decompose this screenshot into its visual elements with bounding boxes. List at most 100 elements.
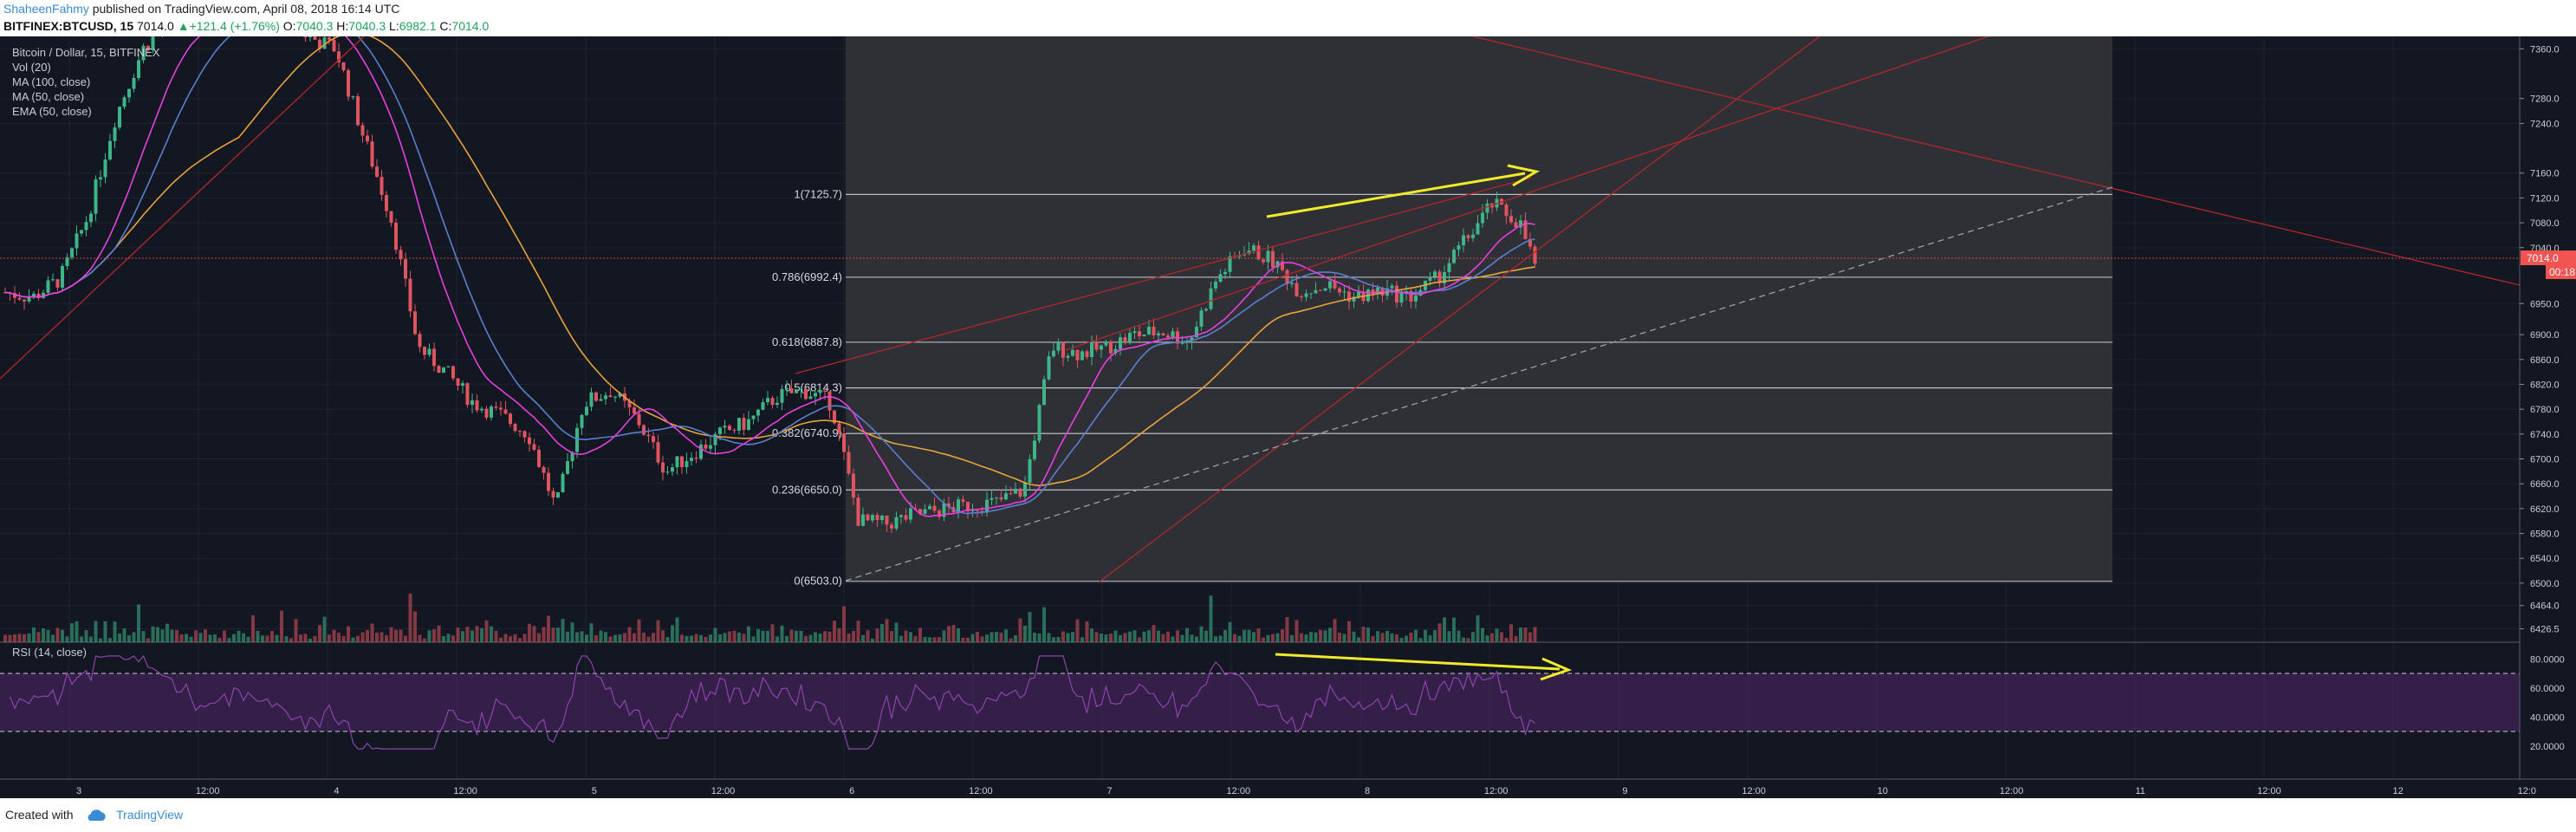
time-tick-label: 3: [76, 786, 81, 796]
volume-bar: [522, 634, 527, 642]
price-tick-label: 6540.0: [2530, 554, 2560, 564]
price-axis-bg: [2520, 36, 2576, 798]
volume-bar: [94, 621, 98, 642]
volume-bar: [270, 631, 274, 642]
legend-vol[interactable]: Vol (20): [12, 61, 51, 74]
candle-body: [1052, 350, 1055, 357]
volume-bar: [1395, 634, 1398, 642]
volume-bar: [561, 619, 565, 642]
drawings[interactable]: [0, 36, 2521, 681]
legend-ma100[interactable]: MA (100, close): [12, 75, 91, 88]
volume-bar: [1399, 638, 1404, 642]
candle-body: [1047, 356, 1051, 380]
candle-body: [1338, 288, 1341, 293]
volume-bar: [208, 634, 212, 642]
volume-bar: [713, 627, 717, 642]
author-link[interactable]: ShaheenFahmy: [3, 2, 89, 16]
volume-bar: [385, 635, 388, 642]
tradingview-link[interactable]: TradingView: [116, 808, 184, 822]
volume-bar: [480, 627, 483, 642]
trendline-lower-channel[interactable]: [1098, 36, 1820, 583]
volume-bar: [61, 629, 64, 642]
volume-bar: [1509, 624, 1513, 642]
candle-body: [685, 460, 689, 467]
candle-body: [1132, 331, 1137, 334]
volume-bar: [151, 626, 155, 642]
candle-body: [51, 279, 55, 281]
legend-ema50[interactable]: EMA (50, close): [12, 105, 92, 118]
candle-body: [1119, 337, 1122, 349]
candle-body: [713, 433, 717, 445]
candle-body: [899, 515, 903, 517]
candle-body: [904, 515, 908, 520]
candle-body: [842, 433, 846, 452]
candle-body: [723, 426, 727, 428]
candle-body: [1080, 351, 1084, 361]
volume-bar: [737, 632, 741, 642]
volume-bar: [1319, 629, 1322, 642]
price-tick-label: 6660.0: [2530, 479, 2560, 490]
legend-rsi[interactable]: RSI (14, close): [12, 646, 87, 659]
candle-body: [141, 45, 146, 61]
volume-bar: [1338, 633, 1341, 642]
volume-bar: [918, 627, 922, 642]
volume-bar: [242, 633, 245, 642]
candle-body: [613, 396, 617, 398]
candle-body: [1443, 272, 1446, 283]
trendline-descending[interactable]: [1472, 36, 2521, 286]
price-chart[interactable]: 1(7125.7) 0.786(6992.4) 0.618(6887.8) 0.5(6…: [0, 36, 2576, 798]
volume-bar: [1132, 630, 1137, 642]
legend-ma50[interactable]: MA (50, close): [12, 90, 85, 103]
candle-body: [1214, 282, 1217, 289]
candle-body: [1447, 263, 1451, 273]
time-axis[interactable]: 3 12:00 4 12:00 5 12:00 6 12:00 7 12:00 8 12:00 9 12:…: [0, 778, 2576, 798]
volume-bar: [1457, 630, 1461, 642]
volume-bar: [766, 630, 769, 642]
volume-bar: [156, 627, 159, 642]
candle-body: [608, 395, 613, 398]
time-tick-label: 12:00: [2257, 786, 2281, 796]
candle-body: [108, 140, 112, 160]
candle-body: [985, 499, 989, 513]
ma50-line: [4, 36, 1535, 517]
trendline-upper-channel[interactable]: [795, 177, 1533, 374]
candle-body: [375, 166, 379, 178]
volume-bar: [280, 610, 283, 642]
price-tick-label: 7240.0: [2530, 119, 2560, 129]
projection-dashed-line[interactable]: [845, 186, 2113, 582]
trendline-left-rising[interactable]: [0, 36, 365, 380]
candle-body: [423, 347, 426, 355]
candle-body: [1523, 220, 1528, 239]
volume-bar: [761, 630, 765, 642]
trendline-wide-rising[interactable]: [1065, 36, 1989, 351]
volume-bar: [3, 634, 7, 642]
rsi-falling-arrow[interactable]: [1275, 653, 1561, 671]
volume-bar: [704, 636, 708, 642]
volume-bar: [418, 634, 422, 642]
candle-body: [742, 418, 746, 431]
time-tick-label: 12:00: [2000, 786, 2024, 796]
candle-body: [313, 36, 317, 40]
volume-bar: [1056, 637, 1061, 642]
price-rising-arrow[interactable]: [1266, 172, 1526, 218]
volume-bar: [985, 634, 989, 642]
price-axis[interactable]: 7360.07280.07240.07160.07120.07080.07040…: [2519, 36, 2576, 798]
volume-bar: [685, 635, 689, 642]
candle-body: [470, 400, 474, 406]
volume-bar: [1080, 637, 1084, 642]
close-label: C:: [439, 19, 452, 33]
volume-bar: [251, 615, 255, 642]
volume-bar: [1481, 627, 1484, 642]
volume-bar: [1090, 628, 1093, 642]
candle-body: [575, 427, 579, 452]
legend-title[interactable]: Bitcoin / Dollar, 15, BITFINEX: [12, 46, 160, 59]
candle-body: [627, 400, 632, 408]
price-tick-label: 6620.0: [2530, 504, 2560, 515]
volume-bar: [852, 630, 855, 642]
candle-body: [856, 497, 860, 526]
volume-bar: [661, 630, 665, 642]
volume-bar: [551, 627, 555, 642]
volume-bar: [337, 633, 341, 642]
candle-body: [880, 515, 884, 521]
volume-bar: [465, 627, 470, 642]
